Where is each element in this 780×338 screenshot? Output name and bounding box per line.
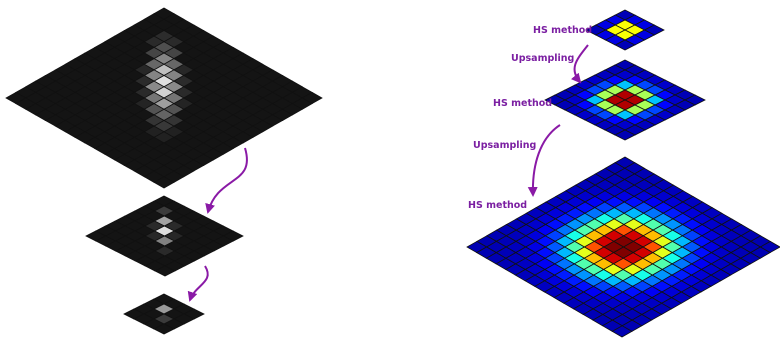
fine-flow-grid — [466, 156, 780, 338]
full-resolution-image-grid — [5, 7, 323, 189]
grid-cell — [611, 325, 633, 338]
grid-cell — [614, 39, 636, 51]
upsampling-arrow-2 — [527, 124, 561, 197]
upsampling-label-2: Upsampling — [473, 140, 536, 151]
downsample-arrow-1 — [205, 147, 248, 214]
grid-cell — [153, 323, 175, 335]
quarter-resolution-image-grid — [123, 293, 205, 335]
hs-method-label-bottom: HS method — [468, 200, 527, 211]
upsampling-arrow-1 — [570, 44, 589, 84]
coarse-flow-grid — [585, 9, 665, 51]
upsampling-label-1: Upsampling — [511, 53, 574, 64]
medium-flow-grid — [544, 59, 706, 141]
hs-method-label-top: HS method — [533, 25, 592, 36]
downsample-arrow-2 — [187, 265, 209, 302]
grid-cell — [153, 176, 175, 189]
half-resolution-image-grid — [85, 195, 244, 277]
hs-method-label-mid: HS method — [493, 98, 552, 109]
grid-cell — [614, 129, 636, 141]
grid-cell — [154, 265, 176, 277]
